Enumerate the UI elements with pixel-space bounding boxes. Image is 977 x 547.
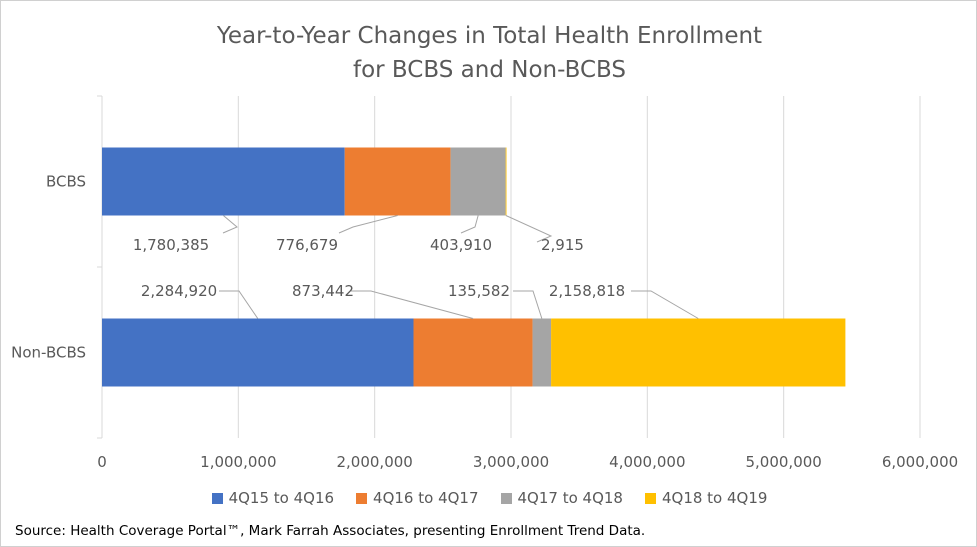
data-label-leader: [460, 215, 479, 234]
category-label: Non-BCBS: [11, 344, 86, 362]
data-label: 2,915: [541, 236, 584, 254]
legend-item: 4Q18 to 4Q19: [644, 489, 768, 507]
chart-title-line-1: Year-to-Year Changes in Total Health Enr…: [216, 23, 763, 49]
legend-item: 4Q17 to 4Q18: [500, 489, 623, 507]
x-tick-label: 6,000,000: [882, 453, 958, 471]
legend-swatch: [211, 492, 223, 504]
data-label: 1,780,385: [133, 236, 209, 254]
data-label: 776,679: [276, 236, 338, 254]
legend-label: 4Q17 to 4Q18: [517, 489, 623, 507]
legend-swatch: [356, 492, 368, 504]
data-label-leader: [338, 215, 398, 234]
data-label: 873,442: [292, 282, 354, 300]
data-label-leader: [219, 290, 259, 319]
category-label: BCBS: [46, 173, 86, 191]
x-tick-label: 1,000,000: [200, 453, 276, 471]
x-tick-label: 0: [97, 453, 107, 471]
legend-swatch: [644, 492, 656, 504]
legend-label: 4Q16 to 4Q17: [373, 489, 479, 507]
bar-segment: [450, 147, 506, 216]
data-label-leader: [505, 215, 553, 243]
data-label-leader: [631, 290, 699, 319]
data-label: 135,582: [448, 282, 510, 300]
data-label-leader: [222, 215, 238, 234]
legend: 4Q15 to 4Q16 4Q16 to 4Q17 4Q17 to 4Q18 4Q18…: [1, 489, 977, 507]
x-tick-label: 5,000,000: [745, 453, 821, 471]
bar-segment: [344, 147, 451, 216]
legend-item: 4Q15 to 4Q16: [211, 489, 335, 507]
chart-title-line-2: for BCBS and Non-BCBS: [353, 57, 626, 83]
x-tick-label: 4,000,000: [609, 453, 685, 471]
bar-segment: [551, 318, 846, 387]
bar-segment: [413, 318, 533, 387]
data-label: 2,284,920: [141, 282, 217, 300]
data-label: 403,910: [430, 236, 492, 254]
source-note: Source: Health Coverage Portal™, Mark Fa…: [15, 523, 646, 539]
legend-label: 4Q15 to 4Q16: [228, 489, 335, 507]
data-label-leader: [351, 290, 474, 319]
plot-area: 0 1,000,000 2,000,000 3,000,000 4,000,000 5,0…: [11, 95, 958, 471]
bar-segment: [102, 318, 414, 387]
data-label-leader: [513, 290, 543, 319]
legend-label: 4Q18 to 4Q19: [661, 489, 768, 507]
bar-segment: [532, 318, 552, 387]
legend-item: 4Q16 to 4Q17: [356, 489, 479, 507]
bar-segment: [102, 147, 345, 216]
bar-segment: [505, 147, 507, 216]
x-tick-label: 2,000,000: [336, 453, 412, 471]
legend-swatch: [500, 492, 512, 504]
data-label: 2,158,818: [549, 282, 625, 300]
x-tick-label: 3,000,000: [473, 453, 549, 471]
